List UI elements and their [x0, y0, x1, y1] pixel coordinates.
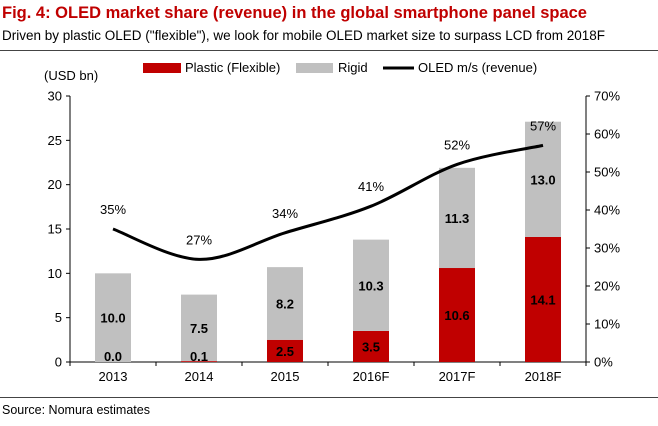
data-label-share: 52%: [444, 137, 470, 152]
legend: Plastic (Flexible) Rigid OLED m/s (reven…: [143, 60, 537, 75]
data-label-share: 41%: [358, 179, 384, 194]
bar-plastic: [267, 339, 303, 362]
y-tick-label: 15: [48, 222, 62, 237]
y-axis-label: (USD bn): [44, 68, 98, 83]
bar-rigid: [353, 239, 389, 331]
data-label-plastic: 3.5: [362, 339, 380, 354]
title-divider: [0, 50, 658, 51]
bar-plastic: [525, 236, 561, 362]
legend-swatch-plastic: [143, 63, 181, 73]
x-tick-label: 2014: [185, 369, 214, 384]
y-tick-label: 10: [48, 266, 62, 281]
x-tick-label: 2017F: [439, 369, 476, 384]
footer-divider: [0, 397, 658, 398]
y2-tick-label: 0%: [594, 355, 613, 370]
x-tick-label: 2016F: [353, 369, 390, 384]
legend-label-line: OLED m/s (revenue): [418, 60, 537, 75]
y-tick-label: 5: [55, 310, 62, 325]
legend-label-plastic: Plastic (Flexible): [185, 60, 280, 75]
figure-subtitle: Driven by plastic OLED ("flexible"), we …: [2, 28, 606, 43]
y2-tick-label: 10%: [594, 317, 620, 332]
data-label-rigid: 10.3: [358, 278, 383, 293]
y2-tick-label: 60%: [594, 127, 620, 142]
data-label-plastic: 14.1: [530, 292, 555, 307]
y-tick-label: 30: [48, 89, 62, 104]
plot-area: 0 5 10 15 20 25 30 0% 10% 20% 30% 40% 50% 60% 70% 2013 2…: [48, 89, 621, 385]
bar-rigid: [95, 273, 131, 362]
data-label-plastic: 0.0: [104, 349, 122, 364]
bar-rigid: [525, 121, 561, 237]
bar-plastic: [353, 330, 389, 362]
data-label-share: 27%: [186, 232, 212, 247]
line-oled-share: [112, 143, 544, 261]
y2-tick-label: 70%: [594, 89, 620, 104]
data-label-plastic: 0.1: [190, 349, 208, 364]
data-label-plastic: 10.6: [444, 308, 469, 323]
data-label-share: 57%: [530, 118, 556, 133]
bar-plastic: [439, 268, 475, 362]
data-label-rigid: 11.3: [445, 211, 470, 226]
x-tick-label: 2013: [99, 369, 128, 384]
x-tick-label: 2018F: [525, 369, 562, 384]
source-note: Source: Nomura estimates: [2, 403, 150, 417]
x-tick-label: 2015: [271, 369, 300, 384]
y2-tick-label: 50%: [594, 165, 620, 180]
bar-plastic: [181, 361, 217, 362]
y2-tick-label: 30%: [594, 241, 620, 256]
data-label-rigid: 7.5: [190, 321, 208, 336]
y2-tick-label: 40%: [594, 203, 620, 218]
bar-rigid: [267, 267, 303, 340]
y2-tick-label: 20%: [594, 279, 620, 294]
legend-swatch-rigid: [296, 63, 333, 73]
data-label-rigid: 13.0: [530, 172, 555, 187]
bar-rigid: [439, 167, 475, 269]
y-tick-label: 0: [55, 355, 62, 370]
data-label-share: 34%: [272, 206, 298, 221]
data-label-share: 35%: [100, 202, 126, 217]
data-label-rigid: 8.2: [276, 296, 294, 311]
legend-label-rigid: Rigid: [338, 60, 368, 75]
figure-title: Fig. 4: OLED market share (revenue) in t…: [2, 4, 587, 22]
y-tick-label: 20: [48, 177, 62, 192]
data-label-plastic: 2.5: [276, 344, 294, 359]
y-tick-label: 25: [48, 133, 62, 148]
data-label-rigid: 10.0: [100, 311, 125, 326]
bar-rigid: [181, 294, 217, 362]
